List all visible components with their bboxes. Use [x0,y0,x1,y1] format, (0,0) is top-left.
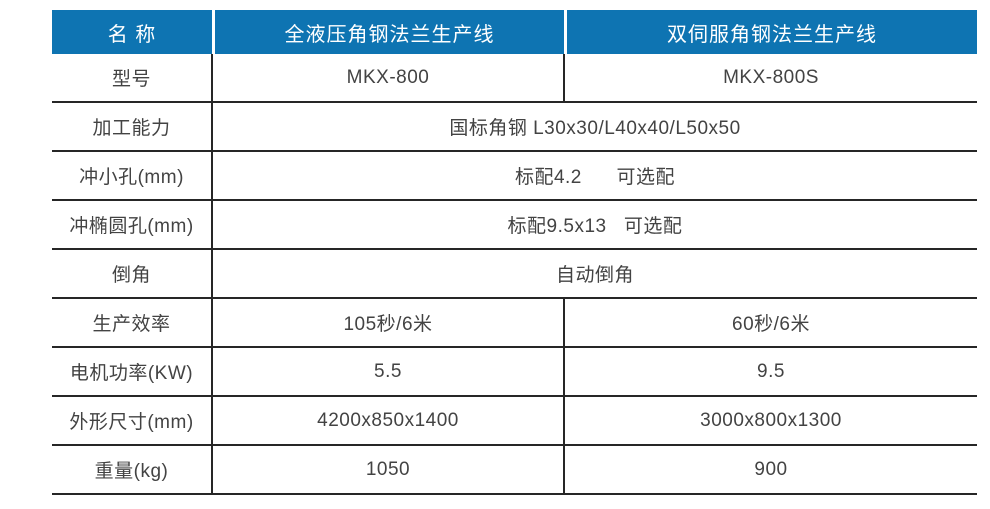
row-value2: 60秒/6米 [732,314,810,335]
header-product2-cell: 双伺服角钢法兰生产线 [567,10,977,54]
row-value1-cell: MKX-800 [213,54,565,101]
row-value2: 3000x800x1300 [700,409,842,431]
table-body: 型号 MKX-800 MKX-800S 加工能力 国标角钢 L30x30/L40… [52,54,977,495]
table-row: 重量(kg) 1050 900 [52,446,977,495]
row-label: 重量(kg) [94,461,169,482]
row-value2-cell: 900 [565,446,977,493]
header-name-cell: 名 称 [52,10,212,54]
row-value2: MKX-800S [723,66,819,88]
row-label-cell: 冲椭圆孔(mm) [52,201,213,248]
row-value2-cell: 3000x800x1300 [565,397,977,444]
row-label: 电机功率(KW) [69,363,194,384]
table-row: 加工能力 国标角钢 L30x30/L40x40/L50x50 [52,103,977,152]
row-label: 冲椭圆孔(mm) [69,216,194,237]
row-label-cell: 加工能力 [52,103,213,150]
row-label: 加工能力 [92,118,171,139]
row-value-span-cell: 标配9.5x13 可选配 [213,201,977,248]
row-value1-cell: 4200x850x1400 [213,397,565,444]
header-product1-cell: 全液压角钢法兰生产线 [215,10,564,54]
row-value2: 900 [754,458,788,480]
row-value1-cell: 1050 [213,446,565,493]
row-label: 型号 [111,69,151,90]
row-label-cell: 生产效率 [52,299,213,346]
row-value1-cell: 5.5 [213,348,565,395]
row-value2-cell: MKX-800S [565,54,977,101]
row-label: 生产效率 [92,314,171,335]
row-value-span-cell: 自动倒角 [213,250,977,297]
row-label-cell: 电机功率(KW) [52,348,213,395]
row-value2-cell: 60秒/6米 [565,299,977,346]
row-value-span-cell: 标配4.2 可选配 [213,152,977,199]
row-value: 国标角钢 L30x30/L40x40/L50x50 [449,118,741,139]
row-value: 自动倒角 [555,265,634,286]
row-value2: 9.5 [757,360,785,382]
row-label-cell: 冲小孔(mm) [52,152,213,199]
header-product1-label: 全液压角钢法兰生产线 [284,23,495,46]
header-name-label: 名 称 [107,23,157,46]
table-row: 生产效率 105秒/6米 60秒/6米 [52,299,977,348]
table-row: 冲椭圆孔(mm) 标配9.5x13 可选配 [52,201,977,250]
row-label-cell: 型号 [52,54,213,101]
table-row: 型号 MKX-800 MKX-800S [52,54,977,103]
row-value1-cell: 105秒/6米 [213,299,565,346]
row-label: 外形尺寸(mm) [69,412,194,433]
row-value1: 1050 [365,458,411,480]
row-value1: 5.5 [374,360,402,382]
row-label: 倒角 [111,265,151,286]
row-value1: 4200x850x1400 [317,409,459,431]
row-value: 标配9.5x13 可选配 [507,216,683,237]
table-row: 倒角 自动倒角 [52,250,977,299]
row-value-span-cell: 国标角钢 L30x30/L40x40/L50x50 [213,103,977,150]
row-label-cell: 外形尺寸(mm) [52,397,213,444]
table-row: 冲小孔(mm) 标配4.2 可选配 [52,152,977,201]
table-header-row: 名 称 全液压角钢法兰生产线 双伺服角钢法兰生产线 [52,10,977,54]
row-value1: MKX-800 [346,66,430,88]
spec-table: 名 称 全液压角钢法兰生产线 双伺服角钢法兰生产线 型号 MKX-800 MKX… [52,10,977,495]
table-row: 电机功率(KW) 5.5 9.5 [52,348,977,397]
row-value: 标配4.2 可选配 [514,167,676,188]
header-product2-label: 双伺服角钢法兰生产线 [667,23,877,46]
row-label-cell: 重量(kg) [52,446,213,493]
row-value1: 105秒/6米 [343,314,433,335]
table-row: 外形尺寸(mm) 4200x850x1400 3000x800x1300 [52,397,977,446]
row-label-cell: 倒角 [52,250,213,297]
row-value2-cell: 9.5 [565,348,977,395]
row-label: 冲小孔(mm) [79,167,184,188]
